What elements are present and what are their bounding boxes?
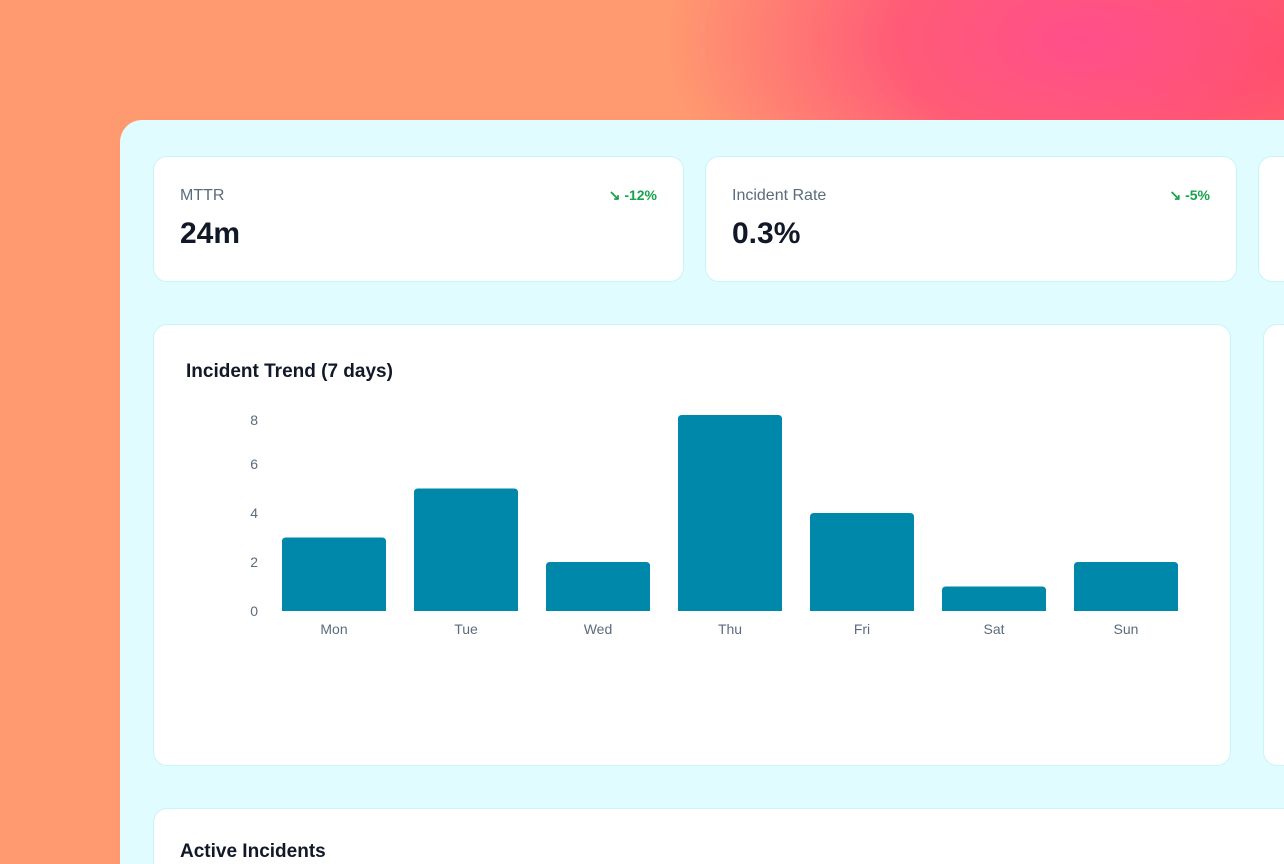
active-incidents-card: Active Incidents (153, 808, 1284, 864)
bar-fri (810, 513, 914, 611)
trend-down-icon: ↘ (608, 187, 625, 203)
kpi-delta: ↘ -5% (1169, 187, 1210, 203)
y-tick-label: 8 (250, 412, 258, 428)
kpi-card-partial (1258, 156, 1284, 282)
trend-down-icon: ↘ (1169, 187, 1186, 203)
kpi-card-mttr: MTTR 24m ↘ -12% (153, 156, 684, 282)
x-tick-label: Fri (854, 621, 870, 637)
x-tick-label: Thu (718, 621, 742, 637)
kpi-label: Incident Rate (732, 187, 827, 204)
dashboard-panel: MTTR 24m ↘ -12% Incident Rate 0.3% ↘ -5%… (120, 120, 1284, 864)
kpi-value: 24m (180, 217, 241, 250)
y-tick-label: 2 (250, 554, 258, 570)
bar-sat (942, 586, 1046, 611)
y-tick-label: 6 (250, 456, 258, 472)
y-tick-label: 0 (250, 603, 258, 619)
bar-mon (282, 537, 386, 611)
bar-wed (546, 562, 650, 611)
side-card-partial (1263, 324, 1284, 766)
incident-trend-chart: 0 2 4 6 8 Mon Tue Wed Thu Fri Sat Sun (250, 412, 1178, 637)
x-tick-label: Mon (320, 621, 347, 637)
bar-sun (1074, 562, 1178, 611)
x-tick-label: Tue (454, 621, 478, 637)
x-tick-label: Wed (584, 621, 613, 637)
kpi-card-incident-rate: Incident Rate 0.3% ↘ -5% (705, 156, 1237, 282)
x-tick-label: Sun (1114, 621, 1139, 637)
kpi-value: 0.3% (732, 217, 801, 250)
x-tick-label: Sat (983, 621, 1004, 637)
section-title: Active Incidents (180, 841, 326, 862)
kpi-delta: ↘ -12% (608, 187, 657, 203)
bar-tue (414, 488, 518, 611)
chart-title: Incident Trend (7 days) (186, 361, 393, 382)
kpi-label: MTTR (180, 187, 225, 204)
y-tick-label: 4 (250, 505, 258, 521)
bar-thu (678, 415, 782, 611)
incident-trend-card: Incident Trend (7 days) 0 2 4 6 8 Mon Tue Wed Th… (153, 324, 1231, 766)
